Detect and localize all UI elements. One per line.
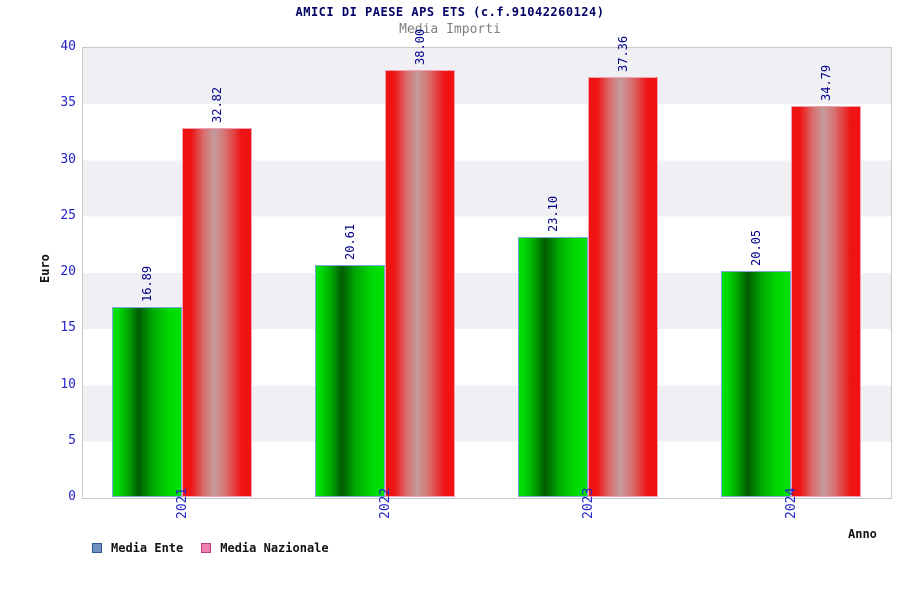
legend-swatch-media-nazionale <box>201 543 212 553</box>
bar-media-nazionale-2024 <box>791 105 861 497</box>
bar-media-ente-2022 <box>315 265 385 497</box>
y-axis-title: Euro <box>37 254 52 283</box>
x-tick-2024: 2024 <box>783 487 799 519</box>
y-tick-0: 0 <box>68 489 76 504</box>
y-tick-30: 30 <box>60 151 76 167</box>
y-tick-5: 5 <box>68 432 76 448</box>
chart-subtitle: Media Importi <box>399 22 501 37</box>
y-tick-10: 10 <box>60 376 76 392</box>
value-label-media-ente-2024: 20.05 <box>748 230 763 267</box>
x-axis-title: Anno <box>848 527 877 541</box>
legend-label-media-ente: Media Ente <box>111 541 184 555</box>
bar-media-nazionale-2023 <box>588 76 658 497</box>
x-tick-2022: 2022 <box>377 487 393 519</box>
y-tick-15: 15 <box>60 320 76 336</box>
value-label-media-ente-2023: 23.10 <box>545 196 560 233</box>
bar-media-nazionale-2021 <box>182 127 252 497</box>
value-label-media-ente-2022: 20.61 <box>342 224 357 261</box>
bar-media-nazionale-2022 <box>385 69 455 497</box>
legend-swatch-media-ente <box>92 543 102 553</box>
legend-item-media-ente: Media Ente <box>92 541 183 555</box>
y-tick-25: 25 <box>60 207 76 223</box>
value-label-media-nazionale-2022: 38.00 <box>412 28 427 65</box>
bar-media-ente-2023 <box>518 237 588 497</box>
bar-media-ente-2021 <box>112 306 182 497</box>
y-tick-40: 40 <box>60 39 76 54</box>
x-tick-2021: 2021 <box>174 487 190 519</box>
bar-media-ente-2024 <box>721 271 791 497</box>
legend-label-media-nazionale: Media Nazionale <box>220 541 329 555</box>
chart-title: AMICI DI PAESE APS ETS (c.f.91042260124) <box>295 5 605 19</box>
x-tick-2023: 2023 <box>580 487 596 519</box>
y-tick-20: 20 <box>60 264 76 279</box>
value-label-media-nazionale-2024: 34.79 <box>818 64 833 101</box>
value-label-media-nazionale-2021: 32.82 <box>209 86 224 123</box>
legend-item-media-nazionale: Media Nazionale <box>201 541 329 555</box>
value-label-media-ente-2021: 16.89 <box>139 265 154 302</box>
y-tick-35: 35 <box>60 95 76 111</box>
value-label-media-nazionale-2023: 37.36 <box>615 35 630 72</box>
legend: Media Ente Media Nazionale <box>92 541 329 555</box>
